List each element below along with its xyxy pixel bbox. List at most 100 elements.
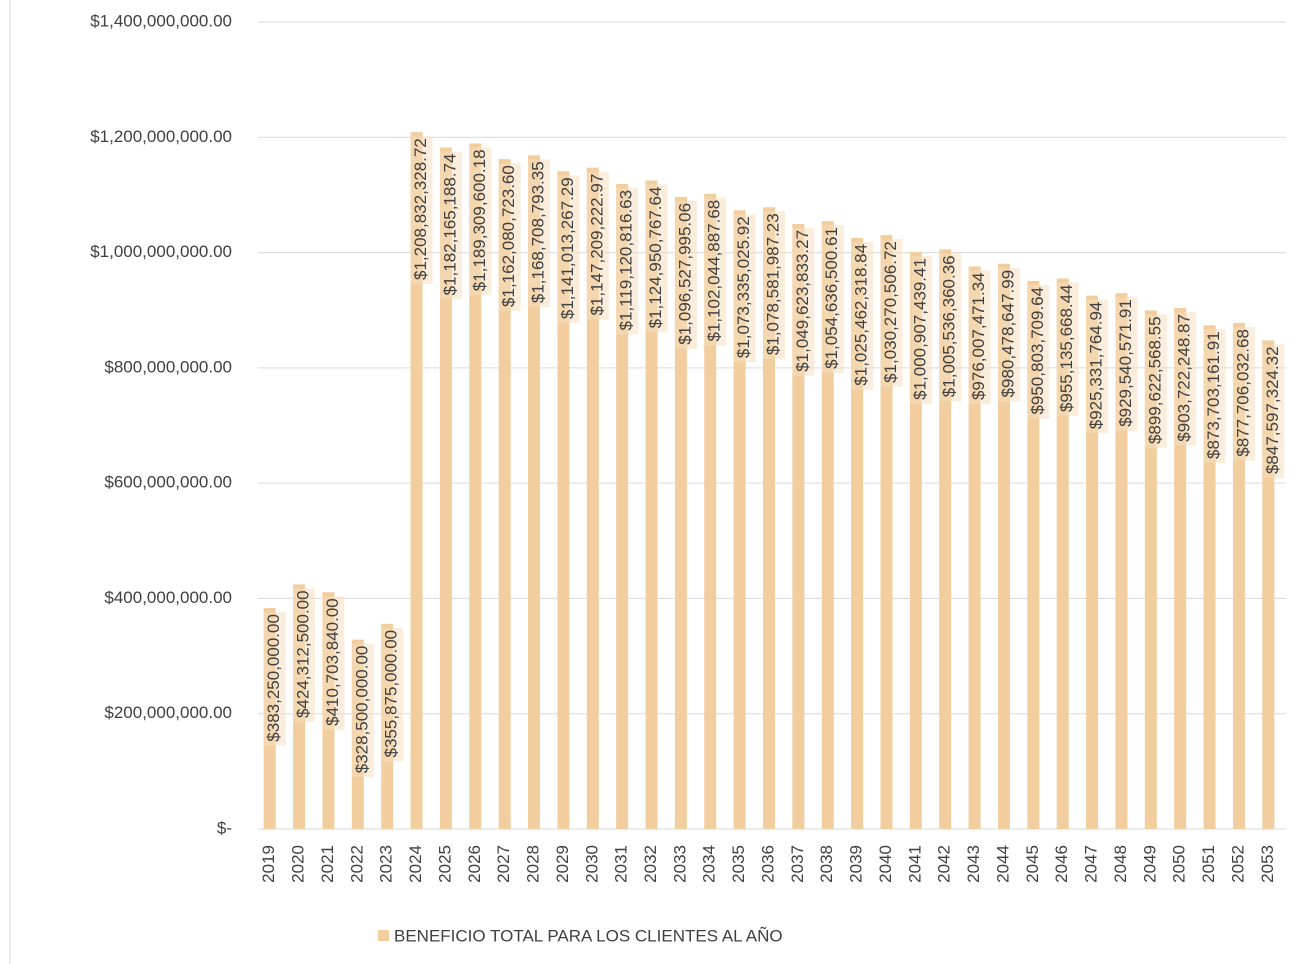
data-label-bg — [821, 225, 844, 373]
data-labels: $383,250,000.00 $424,312,500.00 $410,703,8… — [263, 136, 1285, 778]
data-label-bg — [997, 267, 1020, 402]
x-tick-label: 2050 — [1170, 845, 1189, 883]
axes: $- $200,000,000.00 $400,000,000.00 $600,000… — [90, 11, 1277, 882]
y-tick-label: $600,000,000.00 — [104, 473, 232, 492]
bar — [968, 266, 981, 830]
data-label-bg — [880, 239, 903, 387]
data-label: $424,312,500.00 — [294, 590, 313, 718]
data-label: $899,622,568.55 — [1145, 316, 1164, 444]
data-label: $925,331,764.94 — [1087, 302, 1106, 430]
x-tick-label: 2024 — [406, 845, 425, 883]
x-tick-label: 2020 — [289, 845, 308, 883]
x-tick-label: 2033 — [670, 845, 689, 883]
bar — [586, 167, 599, 829]
data-label: $877,706,032.68 — [1233, 329, 1252, 457]
data-label-bg — [674, 200, 697, 349]
data-label-bg — [557, 175, 580, 324]
data-label-bg — [410, 136, 433, 285]
data-label-bg — [469, 147, 492, 296]
data-label-bg — [263, 612, 286, 746]
bar — [557, 171, 570, 829]
data-label: $1,141,013,267.29 — [558, 177, 577, 319]
data-label: $1,208,832,328.72 — [411, 138, 430, 280]
bar — [469, 143, 482, 829]
x-tick-label: 2037 — [788, 845, 807, 883]
data-label: $328,500,000.00 — [352, 646, 371, 774]
data-label-bg — [645, 184, 668, 333]
bar — [498, 159, 511, 830]
data-label: $1,005,536,360.36 — [940, 255, 959, 397]
x-tick-label: 2027 — [494, 845, 513, 883]
x-tick-label: 2022 — [347, 845, 366, 883]
data-label-bg — [322, 596, 345, 730]
y-tick-label: $- — [217, 818, 232, 837]
bar — [674, 196, 687, 829]
data-label: $383,250,000.00 — [264, 614, 283, 742]
data-label: $1,119,120,816.63 — [617, 190, 636, 331]
data-label: $1,000,907,439.41 — [910, 258, 929, 400]
x-tick-label: 2042 — [935, 845, 954, 883]
x-tick-label: 2044 — [993, 845, 1012, 883]
data-label: $1,147,209,222.97 — [587, 174, 606, 316]
data-label-bg — [1262, 344, 1285, 479]
data-label-bg — [586, 171, 609, 320]
data-label-bg — [1232, 327, 1255, 461]
x-tick-label: 2046 — [1052, 845, 1071, 883]
x-tick-label: 2029 — [553, 845, 572, 883]
bar — [704, 193, 717, 830]
data-label-bg — [439, 151, 462, 300]
y-tick-label: $200,000,000.00 — [104, 703, 232, 722]
bar — [997, 263, 1010, 829]
data-label-bg — [528, 159, 551, 308]
x-tick-label: 2048 — [1111, 845, 1130, 883]
data-label-bg — [498, 163, 521, 311]
x-tick-label: 2030 — [582, 845, 601, 883]
legend-label: BENEFICIO TOTAL PARA LOS CLIENTES AL AÑO — [394, 926, 783, 945]
x-tick-label: 2034 — [700, 845, 719, 883]
data-label: $1,030,270,506.72 — [881, 241, 900, 383]
data-label: $980,478,647.99 — [998, 270, 1017, 398]
x-tick-label: 2047 — [1082, 845, 1101, 883]
data-label: $1,162,080,723.60 — [499, 165, 518, 307]
x-tick-label: 2025 — [435, 845, 454, 883]
data-label: $929,540,571.91 — [1116, 299, 1135, 427]
bar — [528, 155, 541, 829]
data-label-bg — [1203, 329, 1226, 463]
bar — [410, 132, 423, 829]
data-label-bg — [1144, 314, 1167, 449]
x-tick-label: 2043 — [964, 845, 983, 883]
bar — [763, 207, 775, 829]
data-label: $950,803,709.64 — [1028, 287, 1047, 415]
bar — [439, 147, 452, 829]
x-tick-label: 2038 — [817, 845, 836, 883]
y-tick-label: $1,200,000,000.00 — [90, 127, 232, 146]
bar — [645, 180, 658, 829]
data-label: $1,073,335,025.92 — [734, 216, 753, 358]
data-label: $1,054,636,500.61 — [822, 227, 841, 369]
legend-swatch — [378, 930, 389, 941]
x-tick-label: 2039 — [847, 845, 866, 883]
x-tick-label: 2028 — [524, 845, 543, 883]
data-label: $355,875,000.00 — [382, 630, 401, 758]
data-label: $1,025,462,318.84 — [852, 244, 871, 386]
data-label: $903,722,248.87 — [1175, 314, 1194, 442]
data-label-bg — [1086, 299, 1109, 434]
data-label-bg — [1056, 282, 1079, 417]
x-tick-label: 2035 — [729, 845, 748, 883]
bar — [1056, 278, 1069, 830]
data-label-bg — [351, 643, 374, 778]
data-label: $1,102,044,887.68 — [705, 200, 724, 342]
x-tick-label: 2053 — [1258, 845, 1277, 883]
data-label: $976,007,471.34 — [969, 272, 988, 400]
data-label: $955,135,668.44 — [1057, 284, 1076, 412]
x-tick-label: 2023 — [377, 845, 396, 883]
y-tick-label: $1,000,000,000.00 — [90, 242, 232, 261]
x-tick-label: 2031 — [612, 845, 631, 883]
data-label-bg — [1115, 297, 1138, 431]
data-label: $1,182,165,188.74 — [440, 154, 459, 296]
x-tick-label: 2049 — [1140, 845, 1159, 883]
data-label-bg — [616, 187, 639, 335]
x-tick-label: 2026 — [465, 845, 484, 883]
y-tick-label: $800,000,000.00 — [104, 357, 232, 376]
x-tick-label: 2051 — [1199, 845, 1218, 883]
